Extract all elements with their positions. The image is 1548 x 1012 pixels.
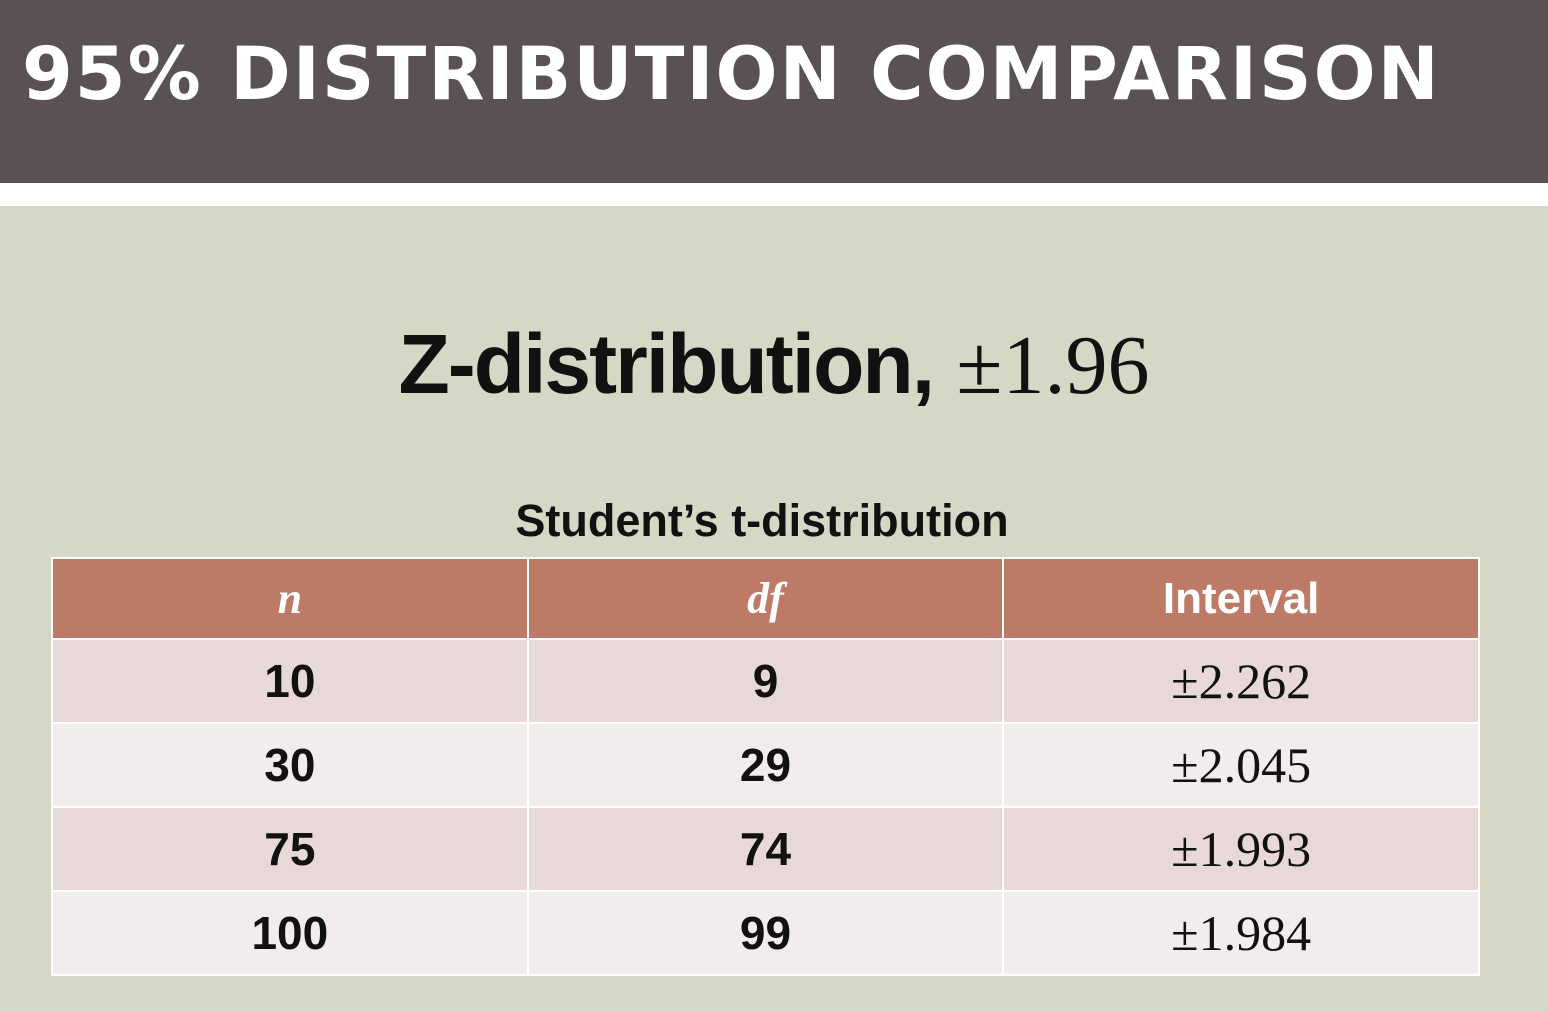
table-row: 100 99 ±1.984: [51, 890, 1480, 976]
header-df: df: [526, 557, 1005, 640]
cell-df: 29: [526, 722, 1005, 808]
cell-interval: ±2.262: [1002, 638, 1480, 724]
table-row: 10 9 ±2.262: [51, 638, 1480, 724]
z-distribution-value: ±1.96: [956, 319, 1150, 412]
title-bar: 95% DISTRIBUTION COMPARISON: [0, 0, 1548, 183]
title-divider: [0, 183, 1548, 206]
slide-title: 95% DISTRIBUTION COMPARISON: [22, 32, 1441, 117]
cell-interval: ±1.993: [1002, 806, 1480, 892]
table-row: 30 29 ±2.045: [51, 722, 1480, 808]
cell-interval: ±2.045: [1002, 722, 1480, 808]
cell-n: 75: [51, 806, 529, 892]
header-interval: Interval: [1002, 557, 1480, 640]
cell-n: 10: [51, 638, 529, 724]
z-distribution-label: Z-distribution,: [398, 317, 936, 411]
t-distribution-caption: Student’s t-distribution: [515, 495, 1009, 546]
cell-df: 74: [526, 806, 1005, 892]
cell-interval: ±1.984: [1002, 890, 1480, 976]
table-header-row: n df Interval: [51, 557, 1480, 640]
t-distribution-table: n df Interval 10 9 ±2.262 30 29 ±2.045 7…: [51, 557, 1480, 976]
header-n: n: [51, 557, 529, 640]
cell-n: 100: [51, 890, 529, 976]
cell-df: 9: [526, 638, 1005, 724]
z-distribution-heading: Z-distribution, ±1.96: [0, 318, 1548, 412]
table-row: 75 74 ±1.993: [51, 806, 1480, 892]
cell-df: 99: [526, 890, 1005, 976]
cell-n: 30: [51, 722, 529, 808]
